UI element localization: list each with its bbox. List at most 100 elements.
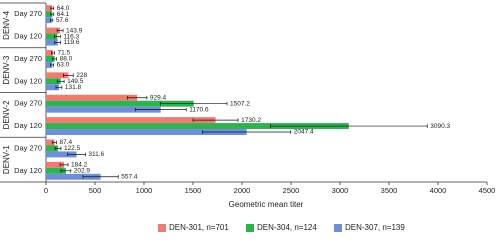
group-label: DENV-4 <box>2 10 11 39</box>
legend-swatch <box>334 224 342 232</box>
value-label: 64.1 <box>57 11 70 18</box>
bar <box>46 129 247 136</box>
bar <box>46 11 53 18</box>
value-label: 63.0 <box>57 62 70 69</box>
error-bar <box>202 130 292 134</box>
x-tick-label: 4500 <box>479 186 496 195</box>
bar <box>46 123 349 130</box>
bar <box>46 100 194 107</box>
error-bar <box>50 6 55 11</box>
x-tick-label: 2000 <box>234 186 251 195</box>
bar <box>46 106 161 113</box>
error-bar <box>59 163 69 167</box>
bar <box>46 78 61 85</box>
x-tick-label: 1000 <box>136 186 153 195</box>
value-label: 87.4 <box>60 139 73 146</box>
value-label: 57.6 <box>56 17 69 24</box>
bar <box>46 17 52 24</box>
y-tick-label: Day 120 <box>14 166 42 175</box>
x-tick-label: 4000 <box>430 186 447 195</box>
error-bar <box>51 51 55 55</box>
legend-swatch <box>246 224 254 232</box>
legend-label: DEN-304, n=124 <box>257 223 317 232</box>
bar <box>46 151 77 158</box>
error-bar <box>160 101 228 106</box>
value-label: 1730.2 <box>241 117 261 124</box>
bar <box>46 5 53 12</box>
bar <box>46 33 58 40</box>
x-axis-title: Geometric mean titer <box>229 200 304 209</box>
value-label: 149.5 <box>67 78 84 85</box>
error-bar <box>56 28 64 33</box>
value-label: 119.6 <box>64 39 80 46</box>
error-bar <box>55 85 63 90</box>
error-bar <box>50 18 54 22</box>
y-tick-label: Day 120 <box>14 121 42 130</box>
x-tick-label: 0 <box>44 186 48 195</box>
y-tick-label: Day 270 <box>14 54 42 63</box>
y-tick-label: Day 120 <box>14 32 42 41</box>
error-bar <box>52 140 57 145</box>
bar <box>46 55 55 62</box>
bar <box>46 139 55 146</box>
legend-label: DEN-301, n=701 <box>169 223 229 232</box>
bar <box>46 84 59 91</box>
error-bar <box>134 107 187 112</box>
error-bar <box>50 63 54 67</box>
value-label: 116.3 <box>63 33 79 40</box>
value-label: 122.5 <box>64 145 81 152</box>
value-label: 311.6 <box>88 151 104 158</box>
value-label: 929.4 <box>150 94 167 101</box>
error-bar <box>192 118 239 122</box>
value-label: 71.5 <box>57 50 70 57</box>
error-bar <box>50 12 55 16</box>
y-tick-label: Day 270 <box>14 143 42 152</box>
error-bar <box>63 73 74 78</box>
error-bar <box>60 169 72 173</box>
bar <box>46 49 54 56</box>
bar <box>46 173 101 180</box>
error-bar <box>270 124 428 128</box>
x-tick-label: 500 <box>89 186 102 195</box>
bar <box>46 61 53 68</box>
bar <box>46 117 216 124</box>
error-bar <box>54 34 61 39</box>
value-label: 64.0 <box>57 5 70 12</box>
value-label: 184.2 <box>71 162 88 169</box>
error-bar <box>52 57 57 61</box>
value-label: 2047.4 <box>294 129 314 136</box>
bar <box>46 39 58 46</box>
value-label: 1507.2 <box>230 100 250 107</box>
value-label: 1170.6 <box>189 106 209 113</box>
bar <box>46 167 66 174</box>
value-label: 88.0 <box>60 56 73 63</box>
x-tick-label: 1500 <box>185 186 202 195</box>
y-tick-label: Day 270 <box>14 9 42 18</box>
error-bar <box>67 152 86 157</box>
group-label: DENV-3 <box>2 55 11 84</box>
x-tick-label: 3500 <box>381 186 398 195</box>
value-label: 3090.3 <box>430 123 450 130</box>
group-label: DENV-1 <box>2 145 11 174</box>
error-bar <box>54 146 62 151</box>
value-label: 557.4 <box>121 173 138 180</box>
value-label: 143.9 <box>66 27 83 34</box>
error-bar <box>54 40 62 45</box>
bar <box>46 94 138 101</box>
bar <box>46 161 65 168</box>
value-label: 202.9 <box>74 168 91 175</box>
legend-swatch <box>158 224 166 232</box>
x-tick-label: 3000 <box>332 186 349 195</box>
error-bar <box>82 174 119 179</box>
error-bar <box>56 79 65 84</box>
group-label: DENV-2 <box>2 100 11 129</box>
bar <box>46 27 61 34</box>
y-tick-label: Day 270 <box>14 99 42 108</box>
legend-label: DEN-307, n=139 <box>345 223 405 232</box>
bar <box>46 72 69 79</box>
y-tick-label: Day 120 <box>14 76 42 85</box>
error-bar <box>126 95 148 100</box>
value-label: 131.8 <box>65 84 82 91</box>
